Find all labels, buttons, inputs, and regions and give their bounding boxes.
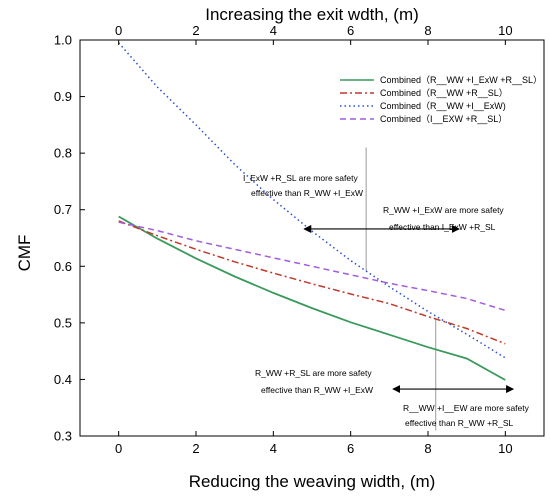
data-point <box>505 379 506 380</box>
legend-label: Combined（R__WW +R__SL） <box>380 88 508 98</box>
x-tick-label: 10 <box>498 441 512 456</box>
data-point <box>118 220 119 221</box>
data-point <box>389 286 390 287</box>
annotation-line: effective than R_WW +I_ExW <box>261 385 373 395</box>
legend-label: Combined（R__WW +I_ExW +R__SL） <box>380 75 542 85</box>
data-point <box>466 358 467 359</box>
x-tick-label: 2 <box>192 441 199 456</box>
series-4 <box>118 221 506 312</box>
data-point <box>311 266 312 267</box>
x2-tick-label: 8 <box>424 23 431 38</box>
y-tick-label: 0.3 <box>54 429 72 444</box>
y-tick-label: 1.0 <box>54 33 72 48</box>
legend-item: Combined（R__WW +I_ExW +R__SL） <box>340 75 542 85</box>
data-point <box>389 303 390 304</box>
data-point <box>195 124 196 125</box>
data-point <box>273 257 274 258</box>
plot-frame <box>79 39 545 437</box>
data-point <box>505 343 506 344</box>
data-point <box>118 216 119 217</box>
data-point <box>195 258 196 259</box>
legend-label: Combined（R__WW +I__ExW) <box>380 101 506 111</box>
data-point <box>157 235 158 236</box>
data-point <box>505 310 506 311</box>
data-point <box>389 283 390 284</box>
y-tick-label: 0.5 <box>54 315 72 330</box>
data-point <box>350 260 351 261</box>
data-point <box>350 322 351 323</box>
data-point <box>195 240 196 241</box>
data-point <box>466 328 467 329</box>
data-point <box>505 357 506 358</box>
x-tick-label: 0 <box>115 441 122 456</box>
series-line <box>118 220 506 345</box>
data-point <box>427 311 428 312</box>
legend: Combined（R__WW +I_ExW +R__SL） Combined（R… <box>340 75 542 124</box>
y-tick-label: 0.7 <box>54 202 72 217</box>
x2-tick-label: 4 <box>270 23 277 38</box>
data-point <box>466 334 467 335</box>
legend-item: Combined（R__WW +R__SL） <box>340 88 508 98</box>
legend-item: Combined（I__EXW +R__SL） <box>340 114 507 124</box>
x-tick-label: 4 <box>270 441 277 456</box>
x-tick-label: 8 <box>424 441 431 456</box>
annotation-line: R__WW +I__EW are more safety <box>403 403 530 413</box>
data-point <box>427 316 428 317</box>
series-1 <box>118 215 506 381</box>
annotation-arrows <box>303 224 515 394</box>
x2-tick-label: 6 <box>347 23 354 38</box>
data-point <box>234 261 235 262</box>
x2-tick-label: 10 <box>498 23 512 38</box>
data-point <box>311 308 312 309</box>
legend-label: Combined（I__EXW +R__SL） <box>380 114 507 124</box>
data-point <box>234 276 235 277</box>
annotation-3: R_WW +R_SL are more safety effective tha… <box>255 368 373 395</box>
data-point <box>311 231 312 232</box>
data-point <box>311 283 312 284</box>
x2-tick-label: 2 <box>192 23 199 38</box>
data-point <box>466 298 467 299</box>
data-point <box>118 222 119 223</box>
data-point <box>273 199 274 200</box>
annotation-line: R_WW +R_SL are more safety <box>255 368 372 378</box>
x2-tick-label: 0 <box>115 23 122 38</box>
data-point <box>157 86 158 87</box>
data-point <box>427 347 428 348</box>
data-point <box>389 334 390 335</box>
crossover-lines <box>365 147 437 431</box>
data-point <box>350 293 351 294</box>
annotation-2: R_WW +I_ExW are more safety effective th… <box>383 205 504 232</box>
annotation-line: R_WW +I_ExW are more safety <box>383 205 504 215</box>
x-tick-label: 6 <box>347 441 354 456</box>
data-point <box>157 230 158 231</box>
annotation-line: effective than I_ExW +R_SL <box>389 222 496 232</box>
data-point <box>157 238 158 239</box>
series-2 <box>118 220 506 345</box>
y-axis-title: CMF <box>15 235 34 272</box>
y-tick-label: 0.6 <box>54 259 72 274</box>
annotation-line: I_ExW +R_SL are more safety <box>243 173 358 183</box>
y-tick-label: 0.8 <box>54 146 72 161</box>
data-point <box>350 274 351 275</box>
data-point <box>234 249 235 250</box>
x2-axis-title: Increasing the exit wdth, (m) <box>205 5 419 24</box>
data-point <box>427 290 428 291</box>
legend-item: Combined（R__WW +I__ExW) <box>340 101 506 111</box>
annotation-line: effective than R_WW +I_ExW <box>251 188 363 198</box>
data-point <box>234 164 235 165</box>
y-tick-label: 0.4 <box>54 372 72 387</box>
annotation-4: R__WW +I__EW are more safety effective t… <box>403 403 530 428</box>
annotation-1: I_ExW +R_SL are more safety effective th… <box>243 173 363 198</box>
data-point <box>195 249 196 250</box>
axis-ticks: 0 2 4 6 8 10 0 2 4 6 8 10 0.3 0.4 0.5 0.6 0.7 0.8 0.9 1.0 <box>54 23 513 456</box>
annotation-line: effective than R_WW +R_SL <box>405 418 514 428</box>
data-point <box>273 292 274 293</box>
series-line <box>118 215 506 381</box>
x-axis-title: Reducing the weaving width, (m) <box>189 472 436 491</box>
y-tick-label: 0.9 <box>54 89 72 104</box>
data-point <box>273 272 274 273</box>
